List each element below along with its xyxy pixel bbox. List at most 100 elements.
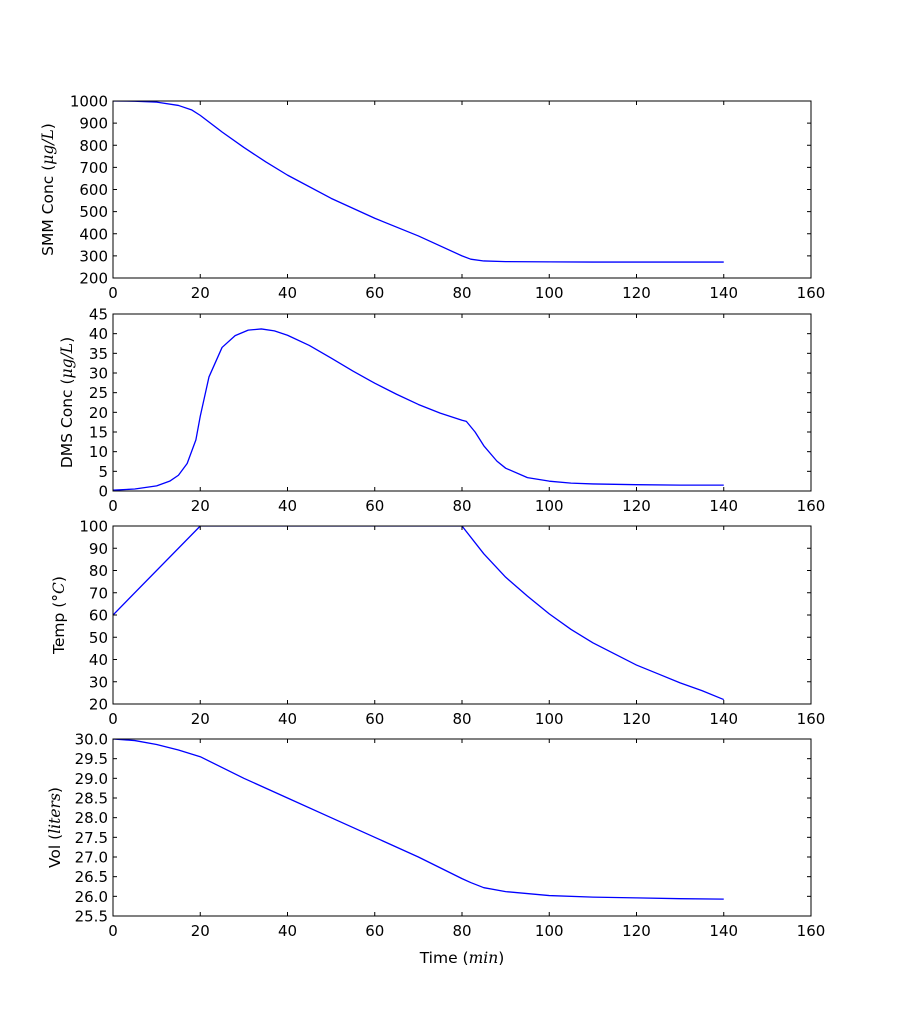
axes-frame [112,313,812,492]
y-axis-label-text: Temp [50,613,68,655]
y-tick-label: 700 [79,159,108,177]
y-tick-label: 50 [89,629,108,647]
y-axis-label-text: DMS Conc [58,389,76,468]
x-tick-label: 40 [278,497,297,515]
x-tick-label: 40 [278,922,297,940]
x-axis-label-text: Time [419,949,458,967]
y-tick-label: 28.5 [75,790,108,808]
y-tick-label: 35 [89,345,108,363]
x-tick-label: 80 [452,497,471,515]
x-axis-label-group: Time (min) [419,737,505,755]
subplot-3: 0 20 40 60 80 100 120 140 1602030405060708090100… [50,518,825,755]
axes-frame [112,525,812,705]
x-tick-label: 160 [797,497,826,515]
y-tick-label: 25.5 [75,908,108,926]
y-tick-label: 70 [89,584,108,602]
x-tick-label: 80 [452,922,471,940]
y-tick-label: 500 [79,203,108,221]
x-tick-label: 20 [191,922,210,940]
y-tick-label: 600 [79,181,108,199]
y-tick-label: 300 [79,247,108,265]
x-tick-label: 60 [365,710,384,728]
x-tick-label: 100 [535,497,564,515]
x-tick-label: 0 [108,284,118,302]
subplot-2: 0 20 40 60 80 100 120 140 160051015202530354045D… [58,306,825,516]
x-tick-label: 0 [108,710,118,728]
y-tick-label: 29.5 [75,750,108,768]
y-tick-label: 100 [79,518,108,536]
x-tick-label: 140 [709,284,738,302]
y-tick-label: 400 [79,225,108,243]
x-tick-label: 140 [709,922,738,940]
y-tick-label: 800 [79,137,108,155]
y-tick-label: 0 [98,483,108,501]
y-tick-label: 27.0 [75,849,108,867]
y-tick-label: 80 [89,562,108,580]
x-tick-label: 140 [709,497,738,515]
y-tick-label: 30 [89,365,108,383]
y-tick-label: 28.0 [75,809,108,827]
x-axis-label-group: Time (min) [419,949,505,967]
x-tick-label: 100 [535,710,564,728]
y-tick-label: 40 [89,325,108,343]
x-axis-label-text: Time [419,737,458,755]
x-tick-label: 120 [622,284,651,302]
subplot-1: 0 20 40 60 80 100 120 140 160 200 300 400 500 600 700 8… [39,93,825,303]
x-tick-label: 40 [278,710,297,728]
x-tick-label: 160 [797,922,826,940]
x-tick-label: 60 [365,922,384,940]
y-tick-label: 1000 [70,93,108,111]
y-axis-unit: liters [46,793,64,834]
y-tick-label: 26.0 [75,888,108,906]
x-tick-label: 100 [535,284,564,302]
y-tick-label: 45 [89,306,108,324]
y-tick-label: 900 [79,115,108,133]
y-tick-label: 90 [89,540,108,558]
series-line [113,101,724,263]
y-tick-label: 30.0 [75,731,108,749]
y-axis-unit: °C [50,582,68,602]
x-axis-label: Time (min) [419,949,505,967]
x-tick-label: 160 [797,284,826,302]
y-tick-label: 20 [89,404,108,422]
x-tick-label: 100 [535,922,564,940]
y-tick-label: 5 [98,463,108,481]
y-tick-label: 40 [89,651,108,669]
x-tick-label: 120 [622,922,651,940]
x-tick-label: 0 [108,922,118,940]
x-tick-label: 20 [191,284,210,302]
axes-frame [112,100,812,279]
y-axis-label: Vol (liters) [46,787,64,868]
y-tick-label: 29.0 [75,770,108,788]
x-tick-label: 120 [622,710,651,728]
y-axis-unit: μg/L [39,129,57,165]
subplot-4: 0 20 40 60 80 100 120 140 160 25.5 26.0 26.527.0 27.… [46,731,825,968]
x-axis-label: Time (min) [419,737,505,755]
x-tick-label: 60 [365,284,384,302]
x-tick-label: 120 [622,497,651,515]
y-tick-label: 30 [89,673,108,691]
series-line [113,526,724,701]
y-tick-label: 26.5 [75,868,108,886]
y-axis-label-text: SMM Conc [39,176,57,256]
y-axis-label: DMS Conc (μg/L) [58,337,76,468]
x-tick-label: 20 [191,710,210,728]
y-tick-label: 27.5 [75,829,108,847]
x-tick-label: 80 [452,284,471,302]
series-line [113,328,724,491]
x-tick-label: 80 [452,710,471,728]
y-tick-label: 15 [89,424,108,442]
y-axis-label: SMM Conc (μg/L) [39,123,57,256]
x-tick-label: 140 [709,710,738,728]
y-tick-label: 25 [89,384,108,402]
x-tick-label: 40 [278,284,297,302]
y-tick-label: 20 [89,696,108,714]
x-axis-unit: min [469,949,499,967]
series-line [113,739,724,900]
x-tick-label: 20 [191,497,210,515]
y-tick-label: 60 [89,607,108,625]
y-tick-label: 10 [89,443,108,461]
y-axis-label: Temp (°C) [50,576,68,655]
y-axis-label-text: Vol [46,845,64,868]
